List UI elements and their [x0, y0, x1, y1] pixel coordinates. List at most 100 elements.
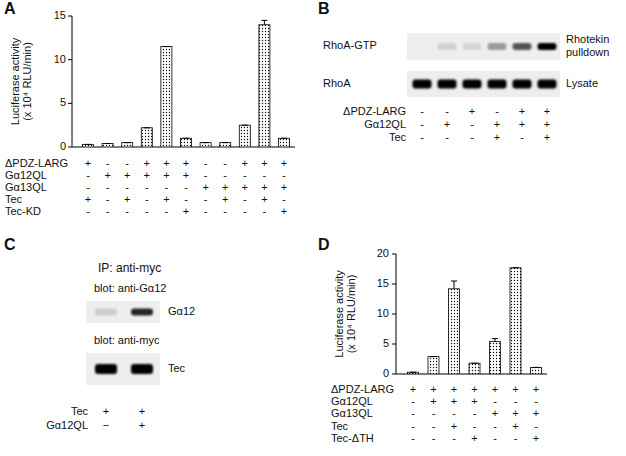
condition-symbol: - [243, 205, 247, 217]
condition-symbol: + [544, 105, 550, 117]
condition-symbol: + [451, 420, 457, 432]
panel-label: A [4, 0, 16, 17]
condition-symbol: - [223, 169, 227, 181]
bar [510, 268, 521, 374]
error-bar [203, 142, 209, 143]
condition-symbol: - [411, 420, 415, 432]
condition-symbol: - [495, 105, 499, 117]
condition-symbol: + [469, 105, 475, 117]
error-line [454, 281, 455, 289]
condition-symbol: - [445, 131, 449, 143]
y-tick-label: 5 [383, 337, 389, 349]
axis-label: Luciferase activity [333, 270, 345, 358]
condition-symbol: + [512, 407, 518, 419]
condition-symbol: - [106, 205, 110, 217]
error-bar [533, 367, 539, 368]
bar [531, 367, 542, 374]
y-tick-label: 0 [383, 367, 389, 379]
condition-symbol: + [202, 181, 208, 193]
bars [83, 20, 290, 147]
band [513, 43, 532, 50]
y-tick-label: 0 [60, 140, 66, 152]
condition-symbol: - [165, 205, 169, 217]
band [488, 80, 507, 89]
condition-symbol: - [411, 407, 415, 419]
condition-label: Tec-KD [5, 205, 41, 217]
condition-symbol: + [471, 395, 477, 407]
bar [181, 138, 192, 147]
band [413, 43, 432, 50]
y-tick [68, 103, 72, 104]
error-bar [163, 46, 169, 47]
condition-symbol: + [183, 169, 189, 181]
error-bar [144, 127, 150, 128]
condition-symbol: - [125, 181, 129, 193]
bar [141, 128, 152, 147]
condition-symbol: + [261, 181, 267, 193]
condition-symbol: - [165, 181, 169, 193]
error-bar [124, 142, 130, 143]
blot-membrane [86, 353, 160, 385]
bar-chart: Luciferase activity(x 10⁴ RLU/min)051015… [5, 9, 295, 217]
condition-symbol: - [145, 181, 149, 193]
axis-label: Luciferase activity [9, 37, 21, 125]
condition-symbol: - [534, 420, 538, 432]
condition-label: Tec [331, 420, 349, 432]
condition-symbol: - [204, 205, 208, 217]
condition-symbol: - [223, 157, 227, 169]
blot-label: RhoA [323, 77, 351, 89]
error-cap [163, 46, 169, 47]
condition-symbol: - [445, 105, 449, 117]
bar [428, 357, 439, 374]
blot-side-label: pulldown [566, 46, 609, 58]
condition-symbol: + [494, 118, 500, 130]
band [538, 43, 557, 50]
condition-symbol: + [430, 395, 436, 407]
condition-symbol: - [473, 420, 477, 432]
error-cap [124, 142, 130, 143]
condition-symbol: + [451, 383, 457, 395]
condition-symbol: - [520, 131, 524, 143]
condition-symbol: - [204, 169, 208, 181]
condition-label: Gα12QL [331, 395, 373, 407]
condition-symbol: + [281, 157, 287, 169]
y-axis [72, 16, 73, 147]
condition-symbol: + [451, 395, 457, 407]
blot-header: IP: anti-myc [98, 261, 161, 275]
condition-symbol: - [106, 193, 110, 205]
error-bar [281, 138, 287, 139]
condition-symbol: + [544, 131, 550, 143]
condition-symbol: - [432, 407, 436, 419]
error-line [264, 20, 265, 24]
error-bar [451, 281, 457, 289]
bar [239, 125, 250, 147]
condition-symbol: - [514, 432, 518, 444]
axis-label: (x 10⁴ RLU/min) [345, 275, 357, 354]
condition-symbol: + [492, 407, 498, 419]
error-bar [492, 339, 498, 342]
condition-symbol: - [184, 193, 188, 205]
error-cap [261, 20, 267, 21]
condition-symbol: - [282, 169, 286, 181]
condition-symbol: - [493, 432, 497, 444]
condition-symbol: + [410, 383, 416, 395]
condition-symbol: - [432, 420, 436, 432]
error-bar [105, 143, 111, 144]
condition-symbol: + [163, 169, 169, 181]
blot-membrane [86, 301, 160, 323]
blot-side-label: Rhotekin [566, 33, 609, 45]
condition-symbol: - [263, 205, 267, 217]
condition-symbol: - [86, 205, 90, 217]
band [438, 80, 457, 89]
condition-symbol: - [282, 193, 286, 205]
condition-symbol: - [420, 131, 424, 143]
error-cap [533, 367, 539, 368]
condition-symbol: + [222, 181, 228, 193]
condition-symbol: + [103, 405, 109, 417]
bar [83, 144, 94, 147]
panel-label: C [4, 236, 16, 253]
condition-label: ΔPDZ-LARG [331, 383, 394, 395]
bar [102, 144, 113, 147]
condition-symbol: + [492, 383, 498, 395]
band [95, 309, 117, 316]
